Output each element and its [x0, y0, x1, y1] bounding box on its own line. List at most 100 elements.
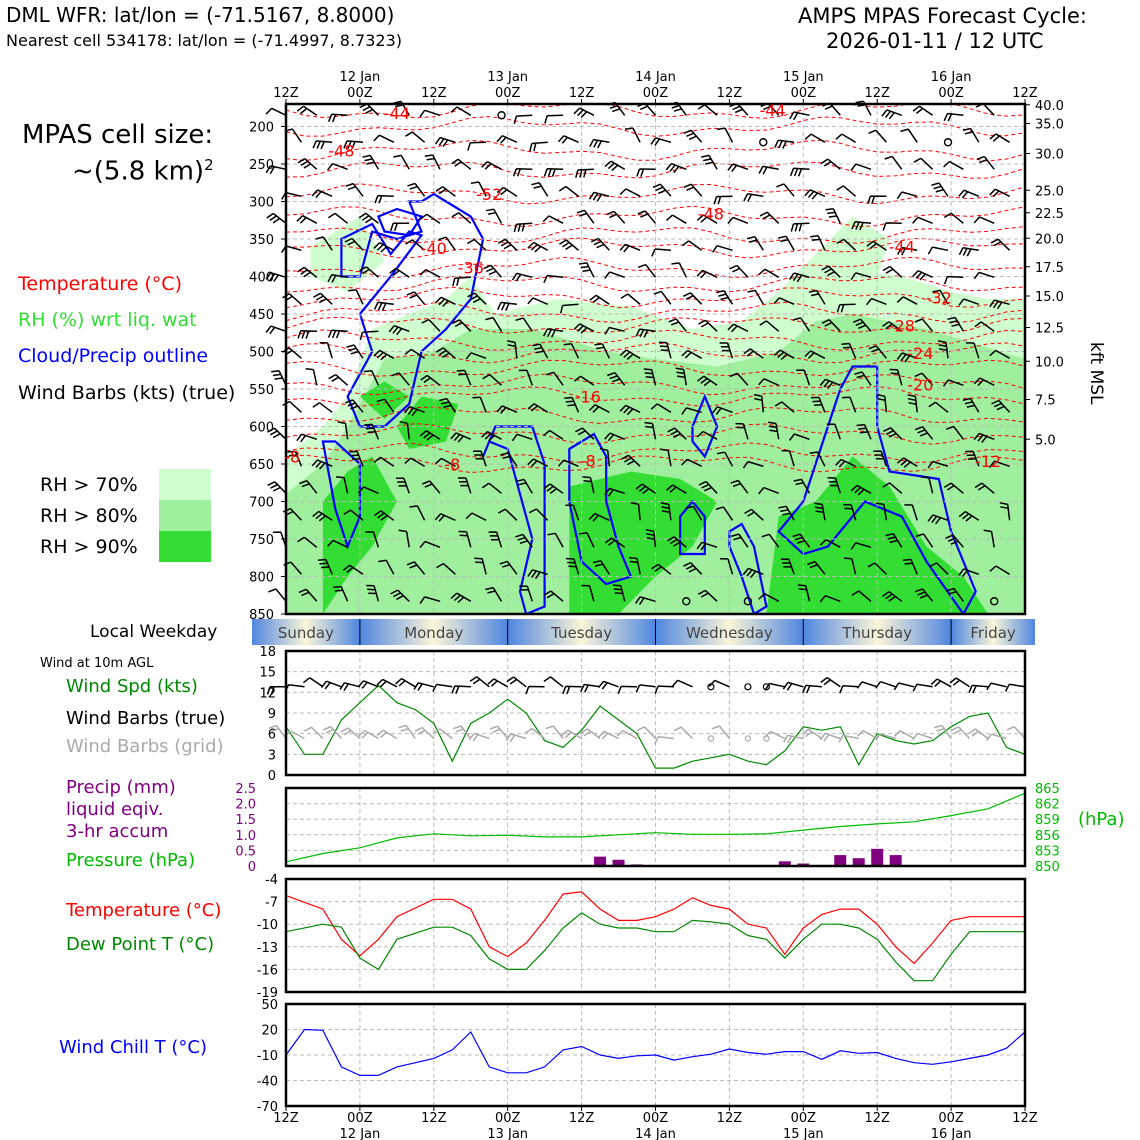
kft-tick-label: 7.5	[1035, 394, 1056, 409]
wind-speed-tick-label: 6	[268, 728, 276, 743]
wind-barb	[767, 421, 780, 440]
top-time-tick-label: 12Z	[569, 86, 595, 101]
legend-wind-barbs-true: Wind Barbs (true)	[66, 708, 226, 729]
wind-barb	[450, 106, 472, 116]
wind-barb	[965, 342, 980, 359]
wind-barb	[999, 502, 1011, 521]
wind-10m-label: Wind at 10m AGL	[40, 656, 154, 671]
wind-barb	[619, 243, 641, 253]
rh-region	[322, 456, 397, 614]
wind-barb	[907, 394, 918, 413]
cloud-outline	[568, 432, 633, 586]
surface-grid-barb	[673, 726, 694, 740]
surface-wind-barb	[284, 683, 305, 693]
wind-barb	[344, 237, 364, 251]
wind-barb	[650, 137, 672, 146]
wind-barb	[315, 236, 333, 251]
wind-barb	[419, 213, 441, 224]
wind-barb	[267, 427, 287, 440]
wind-barb	[619, 349, 641, 360]
wind-barb	[943, 112, 964, 122]
top-time-tick-label: 00Z	[791, 86, 817, 101]
wind-barb	[696, 541, 718, 551]
calm-wind-marker	[497, 111, 506, 120]
wind-barb	[458, 530, 472, 548]
wind-barb	[697, 589, 718, 602]
wind-barb	[578, 262, 595, 278]
wind-barb	[650, 403, 672, 413]
wind-barb	[843, 503, 857, 521]
precip-bar	[612, 859, 625, 866]
windchill-tick-label: 50	[261, 998, 278, 1013]
wind-barb	[989, 133, 1010, 143]
kft-tick-label: 10.0	[1035, 355, 1064, 370]
wind-barb	[753, 393, 765, 413]
wind-barb	[516, 478, 533, 494]
wind-barb	[573, 107, 595, 118]
wind-barb	[599, 447, 611, 467]
wind-barb	[545, 371, 564, 386]
wind-barb	[346, 344, 364, 359]
surface-wind-barb	[820, 676, 841, 688]
wind-barb	[810, 396, 826, 413]
surface-grid-barb	[323, 725, 342, 740]
wind-barb	[497, 238, 518, 251]
temperature-tick-label: -13	[257, 941, 278, 956]
top-date-label: 12 Jan	[340, 70, 381, 85]
wind-barb	[819, 538, 841, 548]
wind-barb	[696, 269, 718, 279]
legend-wind-barbs: Wind Barbs (kts) (true)	[18, 382, 236, 404]
weekday-band	[359, 619, 508, 645]
wind-barb	[896, 191, 918, 200]
wind-barb	[727, 216, 749, 224]
wind-barb	[542, 215, 564, 224]
surface-wind-barb	[708, 679, 730, 688]
wind-barb	[312, 510, 333, 522]
wind-barb	[989, 349, 1010, 359]
wind-barb	[621, 454, 641, 467]
wind-barb	[698, 319, 718, 332]
wind-barb	[544, 114, 564, 124]
wind-barb	[727, 323, 749, 333]
wind-barb	[604, 432, 625, 442]
kft-tick-label: 40.0	[1035, 99, 1064, 114]
pressure-tick-label: 650	[249, 458, 274, 473]
temperature-contour-label: -16	[575, 388, 601, 407]
wind-barb	[685, 505, 703, 521]
wind-barb	[557, 135, 579, 144]
bottom-time-tick-label: 12Z	[421, 1111, 447, 1126]
wind-barb	[465, 352, 487, 360]
wind-barb	[882, 591, 903, 602]
wind-barb	[472, 450, 487, 467]
temperature-contour-label: -24	[907, 344, 933, 363]
wind-barb	[875, 502, 888, 521]
wind-barb	[481, 430, 502, 442]
wind-barb	[776, 183, 795, 197]
surface-grid-barb	[398, 724, 416, 739]
wind-barb	[488, 531, 503, 548]
legend-temperature: Temperature (°C)	[18, 273, 182, 295]
surface-wind-barb	[782, 681, 804, 691]
surface-grid-barb	[968, 728, 989, 740]
wind-barb	[819, 378, 841, 389]
wind-barb	[788, 433, 810, 441]
top-time-tick-label: 12Z	[717, 86, 743, 101]
wind-barb	[435, 186, 456, 197]
wind-barb	[945, 425, 964, 440]
wind-barb	[873, 450, 888, 467]
wind-barb	[457, 477, 472, 494]
wind-barb	[515, 533, 533, 548]
wind-barb	[436, 562, 456, 575]
surface-wind-barb	[302, 677, 324, 688]
top-time-tick-label: 12Z	[273, 86, 299, 101]
wind-barb	[543, 429, 564, 440]
temperature-contour-label: -12	[975, 452, 1001, 471]
wind-barb	[531, 181, 549, 197]
wind-barb	[973, 216, 995, 224]
legend-rh90-swatch	[159, 531, 211, 562]
wind-barb	[507, 340, 518, 359]
wind-barb	[419, 596, 441, 605]
temperature-tick-label: -4	[265, 873, 278, 888]
surface-wind-barb	[912, 683, 933, 692]
wind-barb	[729, 372, 749, 386]
